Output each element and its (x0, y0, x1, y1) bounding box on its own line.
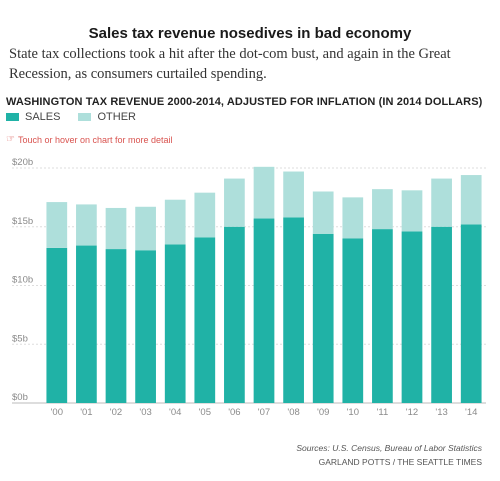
y-tick-label: $10b (12, 275, 33, 286)
bar-sales[interactable] (46, 247, 68, 403)
bar-sales[interactable] (253, 218, 275, 403)
y-tick-label: $5b (12, 333, 28, 344)
bar-sales[interactable] (372, 229, 393, 403)
bar-other[interactable] (372, 189, 393, 230)
bar-sales[interactable] (283, 217, 304, 403)
bar-other[interactable] (283, 171, 304, 218)
x-tick-label: '12 (406, 407, 418, 418)
hover-hint: ☞ Touch or hover on chart for more detai… (6, 134, 173, 145)
bar-other[interactable] (312, 191, 334, 234)
x-tick-label: '03 (139, 407, 151, 418)
bar-other[interactable] (253, 166, 275, 219)
bar-sales[interactable] (224, 226, 245, 403)
x-tick-label: '06 (228, 407, 240, 418)
x-tick-label: '08 (287, 407, 299, 418)
pointing-hand-icon: ☞ (6, 134, 15, 145)
bar-sales[interactable] (105, 249, 127, 403)
bar-other[interactable] (194, 192, 216, 238)
bar-sales[interactable] (76, 245, 97, 403)
chart-header: WASHINGTON TAX REVENUE 2000-2014, ADJUST… (6, 96, 483, 108)
legend-item-sales: SALES (6, 111, 60, 123)
x-tick-label: '10 (347, 407, 359, 418)
x-tick-label: '00 (51, 407, 63, 418)
source-note: Sources: U.S. Census, Bureau of Labor St… (296, 443, 482, 453)
x-tick-label: '01 (80, 407, 92, 418)
legend-swatch-other (78, 113, 92, 121)
chart-subtitle: State tax collections took a hit after t… (9, 46, 451, 82)
credit-line: GARLAND POTTS / THE SEATTLE TIMES (318, 457, 482, 467)
bar-other[interactable] (401, 190, 423, 232)
legend-item-other: OTHER (78, 111, 136, 123)
y-tick-label: $15b (12, 216, 33, 227)
bar-sales[interactable] (164, 244, 186, 403)
legend: SALES OTHER (6, 111, 154, 123)
legend-label-other: OTHER (97, 111, 136, 123)
bar-other[interactable] (105, 207, 127, 250)
bar-sales[interactable] (460, 224, 482, 403)
bar-other[interactable] (342, 197, 364, 239)
hover-hint-text: Touch or hover on chart for more detail (17, 134, 173, 145)
chart-title: Sales tax revenue nosedives in bad econo… (88, 25, 412, 42)
bar-other[interactable] (76, 204, 97, 246)
bar-sales[interactable] (194, 237, 216, 403)
bar-sales[interactable] (342, 238, 364, 404)
bar-sales[interactable] (135, 250, 156, 403)
x-tick-label: '09 (317, 407, 329, 418)
legend-swatch-sales (6, 113, 19, 121)
x-tick-label: '13 (435, 407, 447, 418)
x-tick-label: '05 (199, 407, 211, 418)
bar-sales[interactable] (401, 231, 423, 403)
x-tick-label: '02 (110, 407, 122, 418)
bar-other[interactable] (46, 202, 68, 248)
x-tick-label: '04 (169, 407, 181, 418)
bar-other[interactable] (164, 199, 186, 245)
legend-label-sales: SALES (25, 111, 61, 123)
y-tick-label: $0b (12, 392, 28, 403)
y-tick-label: $20b (12, 157, 33, 168)
bar-sales[interactable] (431, 226, 452, 403)
bar-chart[interactable]: $0b $5b $10b $15b $20b '00 '01 '02 '03 '04 '05 '06 '… (0, 155, 500, 430)
x-tick-label: '07 (258, 407, 270, 418)
x-tick-label: '14 (465, 407, 477, 418)
bar-other[interactable] (224, 178, 245, 227)
bar-other[interactable] (135, 206, 156, 251)
bar-other[interactable] (431, 178, 452, 227)
x-tick-label: '11 (377, 407, 389, 418)
bar-other[interactable] (460, 175, 482, 225)
bar-sales[interactable] (312, 233, 334, 403)
